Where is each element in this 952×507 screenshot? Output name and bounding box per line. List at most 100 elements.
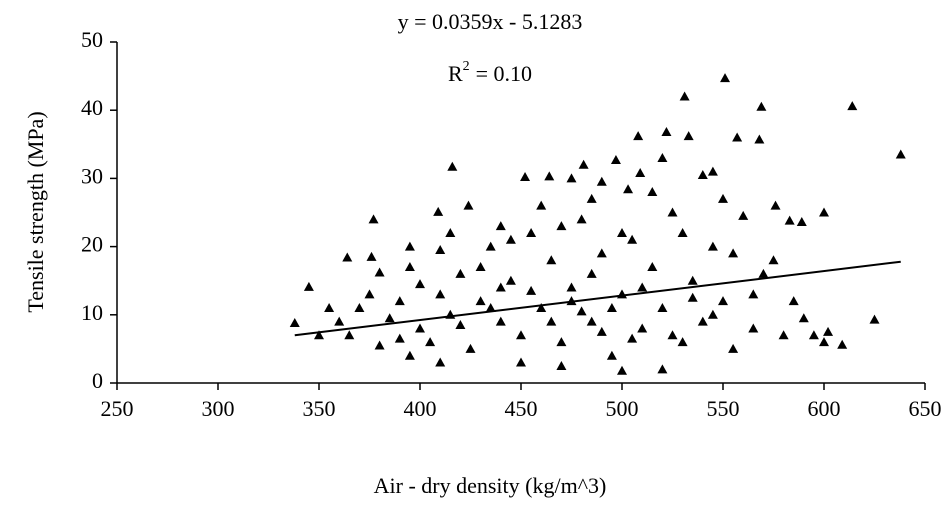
point [556,337,567,347]
point [687,292,698,302]
point [617,227,627,237]
point [707,241,718,251]
r2-text: = 0.10 [476,61,532,86]
point [546,316,557,326]
point [633,131,644,141]
point [445,227,456,237]
point [819,207,829,217]
point [683,131,694,141]
point [425,337,436,347]
point [536,200,547,210]
point [647,187,658,197]
point [366,251,377,261]
x-axis-label: Air - dry density (kg/m^3) [374,473,607,498]
point [455,268,466,278]
point [748,323,759,333]
point [415,323,425,333]
point [707,309,718,319]
point [728,248,739,258]
x-tick-label: 450 [505,396,538,421]
point [823,326,834,336]
point [610,154,621,164]
point [520,172,531,182]
point [738,210,749,220]
x-tick-label: 400 [404,396,437,421]
point [546,255,557,265]
point [289,317,300,327]
point [485,302,496,312]
point [576,214,587,224]
point [687,275,698,285]
point [748,289,759,299]
point [576,306,587,316]
point [798,313,809,323]
point [768,255,779,265]
point [819,337,829,347]
point [869,314,880,324]
point [758,268,769,278]
y-tick-label: 0 [92,368,103,393]
y-tick-label: 20 [81,232,103,257]
point [495,316,506,326]
point [796,217,807,227]
point [778,330,789,340]
point [415,279,425,289]
point [697,316,708,326]
r2-sup: 2 [463,59,470,74]
point [679,91,690,101]
point [784,215,795,225]
point [556,360,567,370]
point [354,302,365,312]
point [404,241,415,251]
point [837,339,848,349]
point [455,320,466,330]
point [667,207,678,217]
y-tick-label: 50 [81,27,103,52]
point [586,268,597,278]
point [374,340,385,350]
point [495,221,506,231]
point [718,193,728,203]
point [578,159,589,169]
point [485,241,496,251]
r-squared: R2 = 0.10 [448,59,532,86]
trendline [294,260,901,337]
point [463,200,474,210]
y-tick-label: 30 [81,163,103,188]
point [617,365,627,375]
point [394,296,405,306]
point [566,173,577,183]
point [808,330,819,340]
point [728,343,739,353]
point [516,330,526,340]
point [394,333,405,343]
point [475,262,486,272]
r2-base: R [448,61,463,86]
point [627,234,638,244]
point [334,316,345,326]
equation: y = 0.0359x - 5.1283 [398,9,583,34]
point [596,248,607,258]
x-tick-label: 650 [909,396,942,421]
point [697,169,708,179]
point [788,296,799,306]
point [526,227,537,237]
point [495,282,506,292]
point [770,200,781,210]
point [707,166,718,176]
point [303,281,314,291]
point [435,289,446,299]
point [447,161,458,171]
point [623,184,634,194]
point [661,127,672,137]
point [404,262,415,272]
point [606,302,617,312]
point [586,193,597,203]
point [720,73,731,83]
point [344,330,355,340]
y-axis-label: Tensile strength (MPa) [23,111,48,312]
point [635,167,646,177]
point [342,252,353,262]
point [364,289,375,299]
y-tick-label: 40 [81,95,103,120]
